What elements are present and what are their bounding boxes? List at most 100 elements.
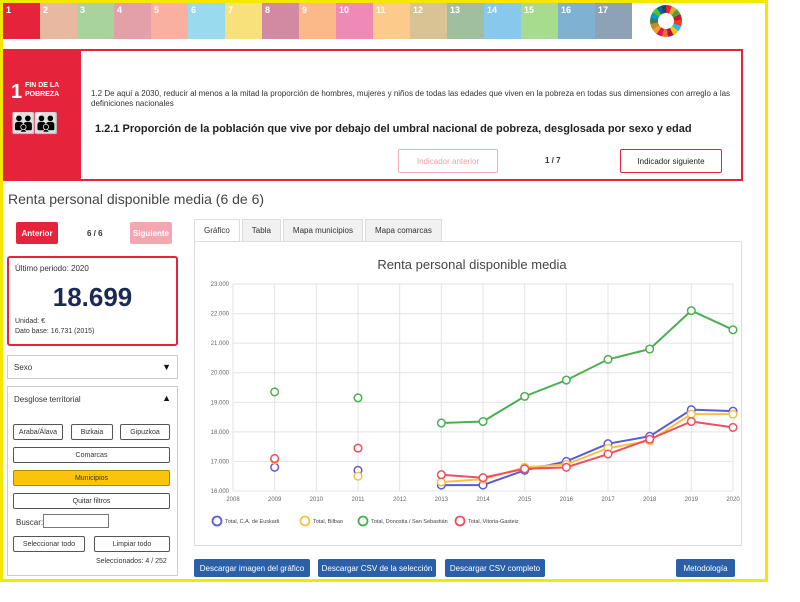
data-point	[728, 325, 738, 335]
sdg-goal-number: 10	[339, 5, 350, 15]
legend-marker	[299, 515, 311, 527]
chart-panel: Renta personal disponible media 16.000 17…	[194, 241, 742, 546]
sdg-goal-tile[interactable]: 6	[188, 3, 225, 39]
x-tick-label: 2019	[685, 497, 699, 503]
target-panel: 1 FIN DE LA POBREZA 👪👪 1.2 De aquí a 203…	[3, 49, 743, 181]
data-point	[436, 470, 446, 480]
selected-count: Seleccionados: 4 / 252	[96, 558, 167, 565]
data-point	[270, 453, 280, 464]
sdg-goal-tile[interactable]: 2	[40, 3, 77, 39]
sdg-goal-number: 6	[191, 5, 197, 15]
sdg-goal-tile[interactable]: 5	[151, 3, 188, 39]
x-tick-label: 2015	[518, 497, 532, 503]
sdg-goal-tile[interactable]: 13	[447, 3, 484, 39]
sdg-goal-number: 14	[487, 5, 498, 15]
x-tick-label: 2011	[352, 497, 366, 503]
sdg-goal-number: 15	[524, 5, 535, 15]
gipuzkoa-button[interactable]: Gipuzkoa	[120, 424, 170, 440]
previous-series-button[interactable]: Anterior	[16, 222, 58, 244]
tab-tabla[interactable]: Tabla	[241, 219, 281, 241]
sdg-goal-tile[interactable]: 14	[484, 3, 521, 39]
data-point	[436, 477, 446, 487]
data-point	[686, 409, 696, 419]
clear-filters-button[interactable]: Quitar filtros	[13, 493, 170, 509]
screenshot-frame	[0, 0, 768, 582]
sdg-goal-tile[interactable]: 17	[595, 3, 632, 39]
sdg-wheel-icon[interactable]	[650, 5, 682, 37]
data-point	[520, 391, 530, 401]
sdg-goal-tile[interactable]: 9	[299, 3, 336, 39]
series-line	[441, 309, 734, 424]
sdg-goal-number: 16	[561, 5, 572, 15]
data-point	[728, 409, 738, 419]
x-tick-label: 2016	[560, 497, 574, 503]
family-icon: 👪👪	[11, 113, 59, 135]
territorial-filter-label: Desglose territorial	[14, 395, 81, 404]
data-point	[603, 354, 613, 364]
data-point	[561, 462, 571, 472]
sdg-goal-tile[interactable]: 15	[521, 3, 558, 39]
data-point	[686, 416, 696, 427]
download-csv-selection-button[interactable]: Descargar CSV de la selección	[318, 559, 436, 577]
sdg-goal-tile[interactable]: 4	[114, 3, 151, 39]
sdg-goal-number: 7	[228, 5, 234, 15]
data-point	[728, 422, 738, 432]
territorial-filter-panel: Desglose territorial ▲ Araba/Álava Bizka…	[7, 386, 178, 576]
sdg-goal-tile[interactable]: 16	[558, 3, 595, 39]
view-tabs: Gráfico Tabla Mapa municipios Mapa comar…	[194, 219, 444, 241]
sdg-goal-number: 8	[265, 5, 271, 15]
y-axis-labels: 16.000 17.000 18.000 19.000 20.000 21.000 22.0…	[211, 282, 230, 495]
data-point	[353, 393, 363, 403]
chevron-down-icon: ▼	[162, 362, 171, 372]
data-point	[478, 473, 488, 483]
download-image-button[interactable]: Descargar imagen del gráfico	[194, 559, 310, 577]
data-point	[645, 344, 655, 354]
sexo-filter-header[interactable]: Sexo ▼	[7, 355, 178, 379]
legend-label: Total, Bilbao	[313, 519, 343, 525]
x-tick-label: 2018	[643, 497, 657, 503]
comarcas-button[interactable]: Comarcas	[13, 447, 170, 463]
indicator-title: 1.2.1 Proporción de la población que viv…	[95, 123, 692, 135]
chevron-up-icon[interactable]: ▲	[162, 393, 171, 403]
sdg-goal-tile[interactable]: 7	[225, 3, 262, 39]
y-tick-label: 20.000	[211, 371, 230, 377]
tab-mapa-municipios[interactable]: Mapa municipios	[282, 219, 363, 241]
y-tick-label: 22.000	[211, 312, 230, 318]
clear-all-button[interactable]: Limpiar todo	[94, 536, 170, 552]
legend-marker	[454, 515, 466, 527]
tab-mapa-comarcas[interactable]: Mapa comarcas	[364, 219, 442, 241]
municipios-button[interactable]: Municipios	[13, 470, 170, 486]
sdg-goal-tile[interactable]: 10	[336, 3, 373, 39]
next-indicator-button[interactable]: Indicador siguiente	[620, 149, 722, 173]
next-series-button[interactable]: Siguiente	[130, 222, 172, 244]
search-input[interactable]	[43, 514, 109, 528]
x-axis-labels: 2008 2009 2010 2011 2012 2013 2014 2015 2016 2017…	[226, 497, 740, 503]
data-point	[270, 462, 280, 472]
sdg-goal-tile[interactable]: 8	[262, 3, 299, 39]
sdg-goal-tile[interactable]: 1	[3, 3, 40, 39]
data-point	[561, 375, 571, 385]
previous-indicator-button[interactable]: Indicador anterior	[398, 149, 498, 173]
araba-button[interactable]: Araba/Álava	[13, 424, 63, 440]
x-tick-label: 2020	[726, 497, 740, 503]
data-point	[520, 464, 530, 474]
tab-grafico[interactable]: Gráfico	[194, 219, 240, 241]
sdg-goal-tile[interactable]: 12	[410, 3, 447, 39]
kpi-card: Último periodo: 2020 18.699 Unidad: € Da…	[7, 256, 178, 346]
select-all-button[interactable]: Seleccionar todo	[13, 536, 85, 552]
sdg-goal-number: 4	[117, 5, 123, 15]
legend-marker	[211, 515, 223, 527]
chart-legend: Total, C.A. de Euskadi Total, Bilbao Total…	[211, 515, 519, 527]
kpi-value: 18.699	[52, 282, 133, 312]
bizkaia-button[interactable]: Bizkaia	[71, 424, 113, 440]
sdg-goal-tile[interactable]: 3	[77, 3, 114, 39]
sdg-goal-number: 13	[450, 5, 461, 15]
y-tick-label: 17.000	[211, 459, 230, 465]
legend-marker	[357, 515, 369, 527]
methodology-button[interactable]: Metodología	[676, 559, 735, 577]
goal-badge[interactable]: 1 FIN DE LA POBREZA 👪👪	[5, 51, 81, 179]
data-point	[270, 387, 280, 397]
download-csv-full-button[interactable]: Descargar CSV completo	[445, 559, 545, 577]
sdg-goal-number: 12	[413, 5, 424, 15]
sdg-goal-tile[interactable]: 11	[373, 3, 410, 39]
